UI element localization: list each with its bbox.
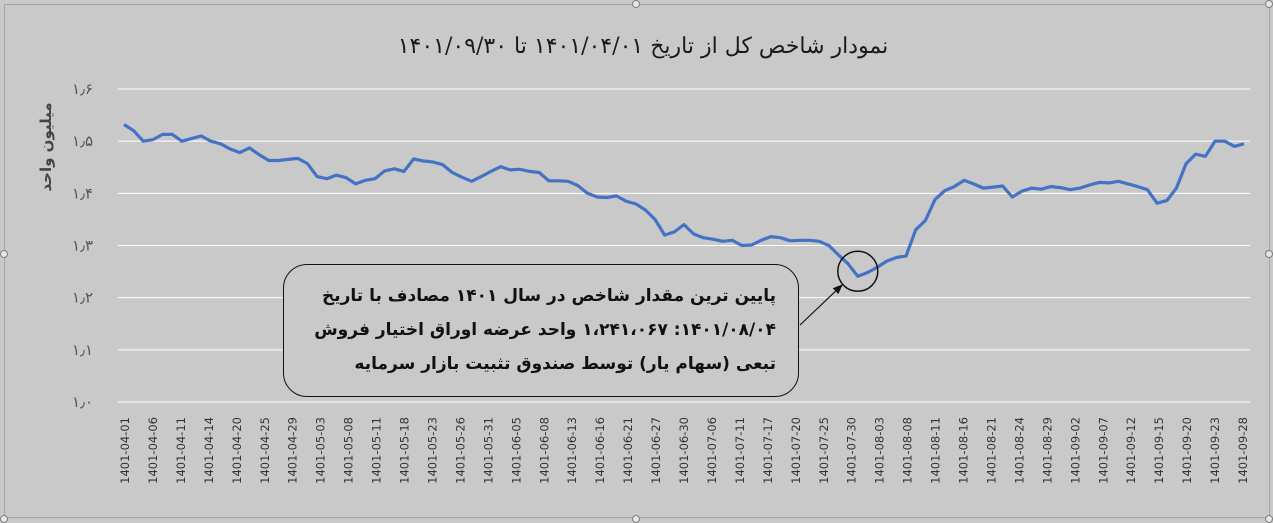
y-tick-label: ۱٫۴ [72, 184, 93, 202]
x-tick-label: 1401-09-07 [1096, 417, 1110, 484]
x-tick-label: 1401-09-15 [1152, 417, 1166, 484]
resize-handle-bottom-left[interactable] [0, 515, 8, 523]
y-axis-ticks: ۱٫۰ ۱٫۱ ۱٫۲ ۱٫۳ ۱٫۴ ۱٫۵ ۱٫۶ [72, 80, 93, 411]
series-line-index [123, 123, 1245, 278]
resize-handle-left[interactable] [0, 250, 8, 258]
minimum-marker-circle [837, 250, 879, 293]
callout-box: پایین ترین مقدار شاخص در سال ۱۴۰۱ مصادف … [283, 264, 799, 397]
y-axis-label: میلیون واحد [37, 102, 55, 191]
x-tick-label: 1401-06-13 [565, 417, 579, 484]
callout-arrowhead-icon [832, 284, 843, 295]
x-tick-label: 1401-05-31 [481, 417, 495, 484]
y-tick-label: ۱٫۳ [72, 237, 93, 255]
x-tick-label: 1401-07-25 [817, 417, 831, 484]
resize-handle-top[interactable] [632, 0, 640, 8]
x-tick-label: 1401-06-30 [677, 417, 691, 484]
x-tick-label: 1401-05-03 [314, 417, 328, 484]
resize-handle-bottom-right[interactable] [1265, 515, 1273, 523]
x-tick-label: 1401-07-20 [789, 417, 803, 484]
y-tick-label: ۱٫۲ [72, 289, 93, 307]
x-tick-label: 1401-04-06 [146, 417, 160, 484]
x-tick-label: 1401-07-06 [705, 417, 719, 484]
x-tick-label: 1401-09-12 [1124, 417, 1138, 484]
x-tick-label: 1401-08-11 [929, 417, 943, 484]
chart-title: نمودار شاخص کل از تاریخ ۱۴۰۱/۰۴/۰۱ تا ۱۴… [398, 34, 889, 59]
x-tick-label: 1401-04-25 [258, 417, 272, 484]
x-tick-label: 1401-05-18 [398, 417, 412, 484]
x-tick-label: 1401-06-16 [593, 417, 607, 484]
resize-handle-right[interactable] [1265, 250, 1273, 258]
x-tick-label: 1401-06-27 [649, 417, 663, 484]
x-tick-label: 1401-06-21 [621, 417, 635, 484]
resize-handle-bottom[interactable] [632, 515, 640, 523]
x-tick-label: 1401-05-11 [370, 417, 384, 484]
y-tick-label: ۱٫۶ [72, 80, 93, 98]
callout-line-2: ۱۴۰۱/۰۸/۰۴: ۱،۲۴۱،۰۶۷ واحد عرضه اوراق اخ… [314, 320, 776, 340]
x-tick-label: 1401-07-17 [761, 417, 775, 484]
x-tick-label: 1401-08-08 [901, 417, 915, 484]
x-tick-label: 1401-04-11 [174, 417, 188, 484]
x-tick-label: 1401-04-14 [202, 417, 216, 484]
x-tick-label: 1401-08-24 [1012, 417, 1026, 484]
chart-area[interactable]: نمودار شاخص کل از تاریخ ۱۴۰۱/۰۴/۰۱ تا ۱۴… [4, 4, 1270, 518]
x-tick-label: 1401-05-23 [425, 417, 439, 484]
x-tick-label: 1401-09-02 [1068, 417, 1082, 484]
x-tick-label: 1401-04-29 [286, 417, 300, 484]
x-tick-label: 1401-07-30 [845, 417, 859, 484]
x-tick-label: 1401-04-20 [230, 417, 244, 484]
x-tick-label: 1401-09-23 [1208, 417, 1222, 484]
x-tick-label: 1401-08-21 [984, 417, 998, 484]
x-tick-label: 1401-06-05 [509, 417, 523, 484]
x-tick-label: 1401-07-11 [733, 417, 747, 484]
callout-line-3: تبعی (سهام یار) توسط صندوق تثبیت بازار س… [354, 354, 776, 374]
x-tick-label: 1401-05-08 [342, 417, 356, 484]
x-tick-label: 1401-08-03 [873, 417, 887, 484]
y-tick-label: ۱٫۰ [72, 393, 93, 411]
x-tick-label: 1401-04-01 [118, 417, 132, 484]
x-tick-label: 1401-06-08 [537, 417, 551, 484]
x-tick-label: 1401-09-20 [1180, 417, 1194, 484]
x-tick-label: 1401-08-16 [957, 417, 971, 484]
x-axis-ticks: 1401-04-01 1401-04-06 1401-04-11 1401-04-14… [118, 417, 1250, 484]
x-tick-label: 1401-05-26 [453, 417, 467, 484]
y-tick-label: ۱٫۵ [72, 132, 93, 150]
line-chart: نمودار شاخص کل از تاریخ ۱۴۰۱/۰۴/۰۱ تا ۱۴… [37, 34, 1250, 484]
x-tick-label: 1401-08-29 [1040, 417, 1054, 484]
callout-line-1: پایین ترین مقدار شاخص در سال ۱۴۰۱ مصادف … [322, 286, 776, 306]
y-tick-label: ۱٫۱ [72, 341, 93, 359]
resize-handle-top-right[interactable] [1265, 0, 1273, 8]
x-tick-label: 1401-09-28 [1236, 417, 1250, 484]
